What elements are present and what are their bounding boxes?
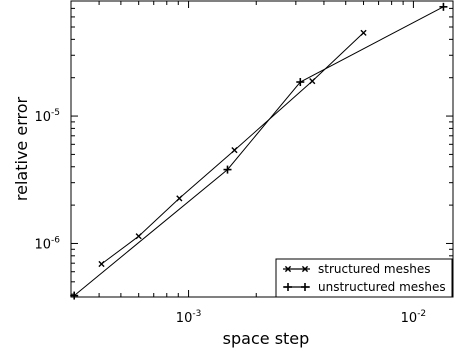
x-tick-label: 10-3 [176, 309, 202, 326]
data-point-1 [223, 165, 232, 174]
data-point-0 [231, 147, 238, 154]
legend-label-unstructured: unstructured meshes [318, 280, 446, 294]
data-point-1 [439, 2, 448, 11]
data-point-1 [70, 291, 79, 300]
data-point-0 [98, 260, 105, 268]
x-axis-label: space step [223, 329, 310, 348]
legend: structured meshes unstructured meshes [275, 258, 453, 298]
plot-frame [70, 0, 454, 298]
series-line-1 [73, 6, 444, 296]
legend-marker-b [301, 265, 309, 273]
data-point-0 [176, 195, 183, 202]
y-axis-label: relative error [12, 96, 31, 201]
data-point-0 [309, 78, 316, 85]
x-tick-label: 10-2 [401, 309, 427, 326]
legend-label-structured: structured meshes [318, 262, 430, 276]
series-layer [70, 2, 448, 300]
legend-marker-a [284, 265, 292, 273]
data-point-0 [135, 233, 142, 240]
y-tick-label: 10-6 [34, 235, 60, 252]
y-tick-label: 10-5 [34, 108, 60, 125]
series-line-0 [101, 32, 364, 265]
data-point-0 [360, 29, 367, 36]
data-point-1 [296, 78, 305, 87]
legend-marker-structured [284, 265, 309, 273]
